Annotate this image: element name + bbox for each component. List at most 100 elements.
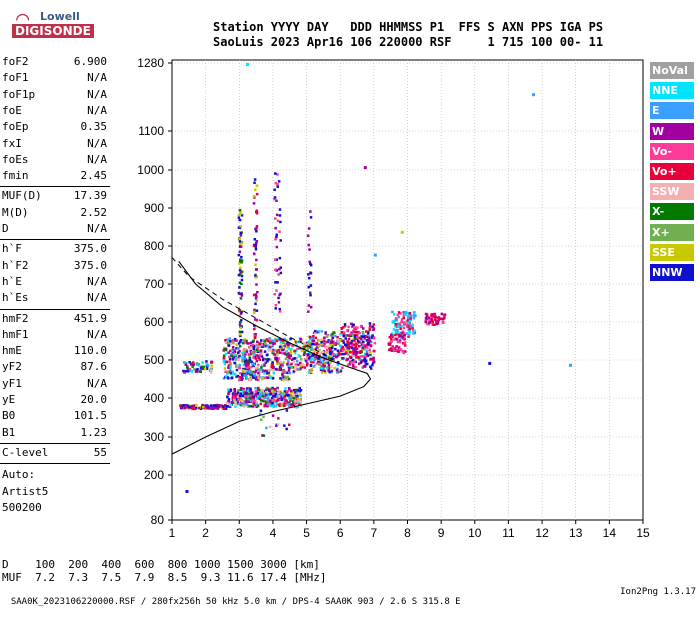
echo-dot: [237, 389, 240, 392]
echo-dot: [283, 375, 287, 378]
param-value: 110.0: [73, 344, 107, 358]
echo-dot: [193, 368, 196, 371]
echo-dot: [247, 364, 250, 367]
echo-dot: [243, 341, 246, 345]
echo-dot: [252, 353, 256, 357]
echo-dot: [392, 333, 396, 337]
echo-dot: [409, 318, 413, 321]
echo-dot: [229, 349, 232, 353]
echo-dot: [179, 404, 182, 407]
echo-dot: [361, 330, 365, 334]
echo-dot: [353, 337, 357, 340]
echo-dot: [239, 266, 242, 269]
echo-dot: [274, 268, 277, 271]
echo-dot: [275, 349, 278, 352]
header-line-1: Station YYYY DAY DDD HHMMSS P1 FFS S AXN…: [213, 20, 604, 34]
echo-dot: [286, 363, 289, 366]
echo-dot: [366, 335, 369, 338]
echo-dot: [233, 397, 236, 401]
echo-dot: [227, 344, 230, 347]
echo-dot: [245, 387, 249, 390]
echo-dot: [285, 349, 288, 353]
echo-dot: [408, 312, 412, 315]
echo-dot: [240, 214, 244, 217]
echo-dot: [224, 375, 228, 378]
echo-dot: [279, 271, 283, 275]
echo-dot: [360, 345, 364, 348]
echo-dot: [269, 348, 273, 352]
echo-dot: [223, 367, 227, 370]
echo-dot: [292, 360, 296, 363]
echo-dot: [249, 399, 253, 402]
echo-dot: [239, 321, 242, 324]
echo-dot: [296, 400, 300, 403]
echo-dot: [271, 365, 275, 368]
echo-dot: [241, 400, 244, 403]
echo-dot: [299, 400, 302, 403]
echo-dot: [352, 347, 356, 350]
echo-dot: [366, 362, 369, 366]
echo-dot: [396, 313, 399, 317]
echo-dot: [407, 335, 410, 338]
legend-item-x-minus: X-: [650, 203, 694, 221]
echo-dot: [256, 340, 259, 343]
echo-dot: [269, 340, 272, 343]
echo-dot: [298, 355, 302, 358]
echo-dot: [390, 338, 393, 341]
echo-dot: [351, 329, 355, 333]
echo-dot: [228, 337, 231, 340]
echo-dot: [397, 347, 401, 350]
echo-dot: [331, 345, 334, 348]
echo-dot: [250, 396, 254, 399]
echo-dot: [274, 281, 277, 284]
param-row-yf2: yF2 87.6: [2, 360, 107, 376]
echo-dot: [231, 339, 235, 342]
x-tick-label: 11: [502, 526, 515, 540]
echo-dot: [246, 366, 249, 370]
echo-dot: [276, 423, 280, 426]
echo-dot: [260, 364, 264, 367]
echo-dot: [264, 361, 267, 364]
echo-dot: [237, 226, 241, 229]
echo-dot: [347, 344, 351, 347]
echo-dot: [268, 425, 272, 428]
echo-dot: [287, 359, 290, 362]
echo-dot: [394, 324, 397, 327]
param-row-fxi: fxI N/A: [2, 137, 107, 153]
echo-dot: [439, 317, 442, 321]
echo-dot: [309, 305, 313, 309]
echo-dot: [408, 324, 412, 328]
echo-dot: [231, 397, 234, 400]
echo-dot: [208, 406, 212, 410]
echo-dot: [269, 343, 273, 347]
echo-dot: [228, 405, 232, 408]
echo-dot: [232, 355, 235, 359]
echo-dot: [240, 274, 244, 278]
param-name: foF2: [2, 55, 29, 68]
echo-dot: [254, 293, 257, 296]
echo-dot: [238, 238, 242, 241]
echo-dot: [248, 369, 252, 372]
echo-dot: [207, 406, 210, 410]
echo-dot: [233, 350, 237, 353]
echo-dot: [293, 357, 297, 360]
echo-dot: [264, 358, 268, 361]
echo-dot: [312, 353, 315, 357]
echo-dot: [351, 325, 354, 328]
echo-dot: [252, 395, 256, 399]
echo-dot: [403, 341, 407, 345]
x-tick-label: 9: [438, 526, 445, 540]
echo-dot: [257, 390, 261, 393]
echo-dot: [294, 394, 298, 397]
echo-dot: [276, 361, 280, 365]
param-value: 0.35: [80, 120, 108, 134]
echo-dot: [275, 339, 279, 343]
echo-dot: [235, 368, 239, 372]
echo-dot: [331, 333, 334, 336]
echo-dot: [246, 361, 249, 365]
echo-dot: [247, 398, 250, 402]
echo-dot: [266, 403, 270, 406]
echo-dot: [391, 335, 394, 338]
echo-dot: [257, 363, 260, 367]
echo-dot: [282, 376, 285, 379]
